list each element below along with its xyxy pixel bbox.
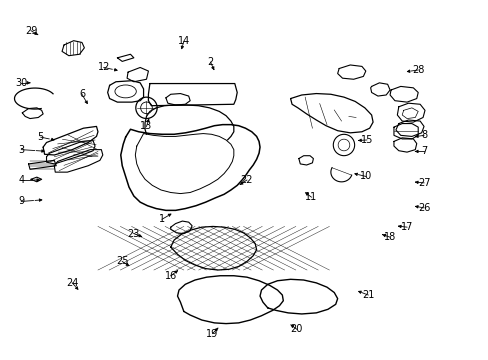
Text: 7: 7 bbox=[420, 147, 427, 157]
Text: 26: 26 bbox=[417, 203, 429, 213]
Text: 28: 28 bbox=[411, 65, 424, 75]
Text: 14: 14 bbox=[177, 36, 189, 46]
Text: 11: 11 bbox=[305, 192, 317, 202]
Text: 6: 6 bbox=[79, 89, 85, 99]
Text: 1: 1 bbox=[159, 214, 165, 224]
Text: 8: 8 bbox=[420, 130, 426, 140]
Text: 23: 23 bbox=[127, 229, 140, 239]
Text: 24: 24 bbox=[66, 278, 78, 288]
Text: 5: 5 bbox=[38, 132, 44, 142]
Text: 25: 25 bbox=[116, 256, 128, 266]
Text: 3: 3 bbox=[18, 145, 24, 155]
Text: 9: 9 bbox=[18, 197, 24, 206]
Text: 20: 20 bbox=[290, 324, 303, 334]
Text: 22: 22 bbox=[240, 175, 253, 185]
Text: 2: 2 bbox=[207, 57, 213, 67]
Text: 12: 12 bbox=[98, 63, 110, 72]
Text: 16: 16 bbox=[164, 271, 177, 281]
Text: 13: 13 bbox=[140, 121, 152, 131]
Text: 15: 15 bbox=[360, 135, 372, 145]
Text: 19: 19 bbox=[206, 329, 218, 339]
Text: 10: 10 bbox=[359, 171, 371, 181]
Text: 27: 27 bbox=[417, 178, 429, 188]
Text: 29: 29 bbox=[25, 26, 37, 36]
Text: 30: 30 bbox=[15, 78, 27, 88]
Text: 4: 4 bbox=[18, 175, 24, 185]
Text: 18: 18 bbox=[383, 232, 395, 242]
Text: 21: 21 bbox=[361, 290, 374, 300]
Text: 17: 17 bbox=[400, 222, 412, 232]
